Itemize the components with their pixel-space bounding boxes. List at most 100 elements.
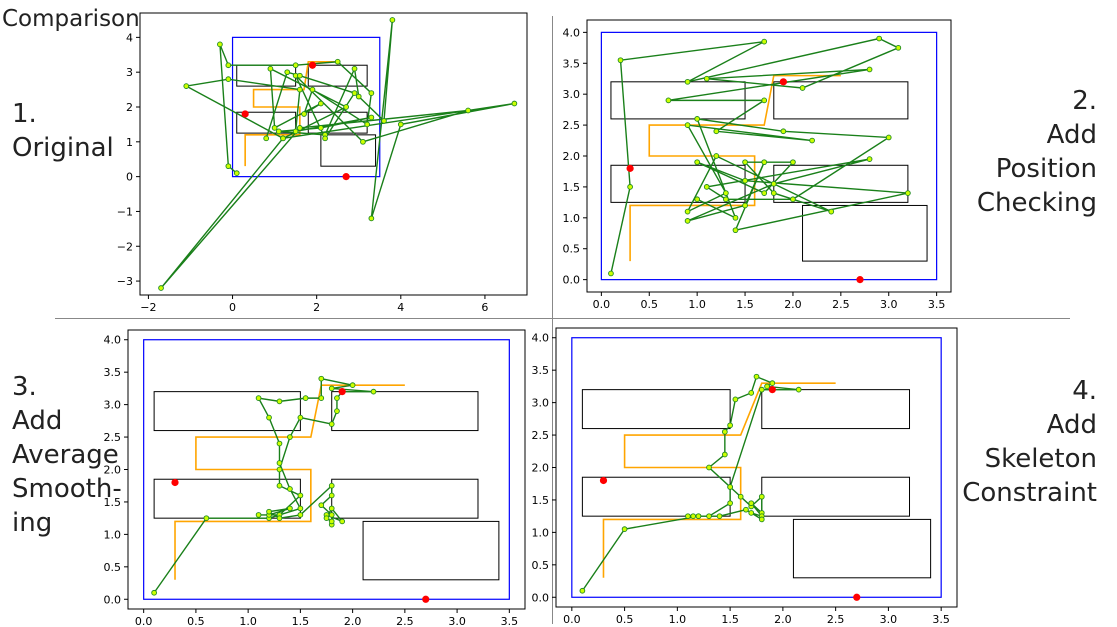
path-node <box>866 156 873 162</box>
path-node <box>706 513 712 520</box>
obstacle-rect <box>802 204 928 262</box>
path-node <box>302 395 309 401</box>
y-tick-label: 0.5 <box>563 243 581 256</box>
y-tick-label: 4 <box>126 31 133 44</box>
goal-marker <box>856 276 864 284</box>
panel-4-label: 4. Add Skeleton Constraint <box>962 374 1097 510</box>
path-node <box>727 484 733 490</box>
path-node <box>761 97 768 104</box>
path-node <box>370 388 377 395</box>
path-node <box>690 513 697 520</box>
path-node <box>276 440 283 447</box>
path-node <box>296 86 303 93</box>
x-tick-label: 0 <box>229 301 236 314</box>
path-node <box>579 587 586 594</box>
divider-vertical <box>552 16 553 624</box>
x-tick-label: 0.5 <box>187 615 205 627</box>
path-node <box>217 41 223 48</box>
path-node <box>297 505 304 512</box>
y-tick-label: 0.5 <box>532 559 550 572</box>
path-node <box>334 395 340 401</box>
goal-marker <box>241 110 249 118</box>
x-tick-label: 0.0 <box>563 613 581 626</box>
skeleton-line <box>602 382 836 578</box>
path-node <box>684 208 691 215</box>
obstacle-rect <box>331 478 479 519</box>
path-node <box>770 190 777 196</box>
path-node <box>267 65 274 72</box>
path-node <box>255 395 262 401</box>
label-line: Skeleton <box>984 444 1097 474</box>
x-tick-label: 1.5 <box>721 613 739 626</box>
path-node <box>276 482 283 489</box>
path-node <box>684 218 691 224</box>
path-node <box>758 516 765 523</box>
goal-marker <box>779 78 787 86</box>
path-node <box>334 408 340 414</box>
x-tick-label: 1.5 <box>292 615 310 627</box>
path-node <box>723 196 729 203</box>
y-tick-label: 3.5 <box>532 364 550 377</box>
path-line <box>610 37 909 274</box>
path-node <box>360 138 366 145</box>
path-node <box>296 72 303 79</box>
goal-marker <box>422 595 430 603</box>
path-node <box>276 515 283 522</box>
y-tick-label: 3 <box>126 66 133 79</box>
path-node <box>297 414 304 421</box>
path-node <box>292 128 299 135</box>
path-node <box>328 482 335 489</box>
path-node <box>790 196 796 203</box>
path-node <box>694 116 701 122</box>
path-node <box>318 375 325 382</box>
x-tick-label: 2.0 <box>774 613 792 626</box>
label-line: Original <box>12 133 114 163</box>
y-tick-label: 3.0 <box>563 88 581 101</box>
path-node <box>608 270 614 277</box>
y-tick-label: 4.0 <box>532 332 550 345</box>
y-tick-label: 2 <box>126 101 133 114</box>
path-node <box>694 196 701 203</box>
path-node <box>727 500 733 507</box>
x-tick-label: 1.0 <box>669 613 687 626</box>
path-node <box>276 398 283 405</box>
path-node <box>905 190 911 196</box>
y-tick-label: 1.0 <box>563 212 581 225</box>
path-node <box>339 518 346 525</box>
path-node <box>334 58 341 65</box>
path-node <box>895 44 902 51</box>
label-line: Add <box>1046 410 1097 440</box>
x-tick-label: 2.0 <box>784 298 802 311</box>
panel-3-label: 3. Add Average Smooth- ing <box>12 370 122 540</box>
path-node <box>225 62 232 69</box>
path-node <box>780 128 787 135</box>
path-node <box>233 170 240 176</box>
path-node <box>758 493 765 500</box>
path-node <box>275 128 282 135</box>
path-node <box>301 111 307 117</box>
path-node <box>328 512 335 518</box>
path-node <box>318 502 325 509</box>
world-boundary <box>571 337 942 598</box>
goal-marker <box>308 61 317 69</box>
y-tick-label: 1.0 <box>104 528 122 541</box>
x-tick-label: 4 <box>397 301 404 314</box>
x-tick-label: 0.0 <box>135 615 153 627</box>
path-node <box>263 135 270 142</box>
y-tick-label: 3.5 <box>563 57 581 70</box>
y-tick-label: −3 <box>117 275 133 288</box>
x-tick-label: 1.0 <box>688 298 706 311</box>
x-tick-label: 3.0 <box>448 615 466 627</box>
y-tick-label: 1.0 <box>532 526 550 539</box>
chart-panel-2: 0.0 0.5 1.0 1.5 2.0 2.5 3.0 3.5 0.0 0.5 1.0 1.5 2.0 2… <box>563 19 952 311</box>
goal-marker <box>626 164 634 172</box>
path-node <box>761 159 768 166</box>
path-node <box>343 104 349 110</box>
obstacle-rect <box>581 389 731 430</box>
label-line: Average <box>12 440 119 470</box>
path-node <box>389 17 396 23</box>
label-line: Position <box>995 154 1097 184</box>
path-node <box>713 128 720 135</box>
skeleton-line <box>174 384 405 580</box>
y-tick-label: −2 <box>117 240 133 253</box>
